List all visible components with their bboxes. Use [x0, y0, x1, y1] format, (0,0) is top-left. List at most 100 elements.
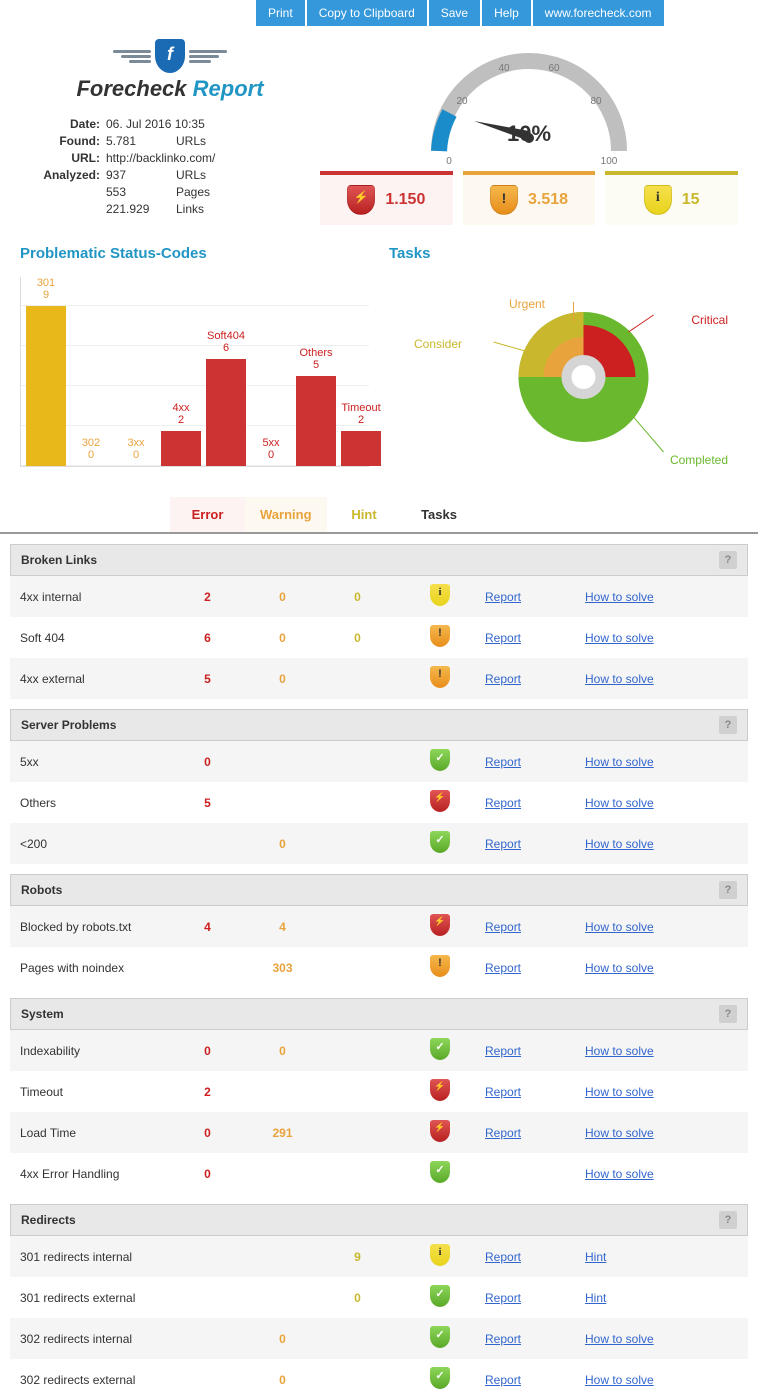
stat-warning: 3.518: [463, 171, 596, 225]
table-row: 302 redirects external0ReportHow to solv…: [10, 1359, 748, 1400]
donut-label-urgent: Urgent: [509, 297, 545, 311]
print-button[interactable]: Print: [256, 0, 305, 26]
stat-error: 1.150: [320, 171, 453, 225]
error-count: 2: [170, 1085, 245, 1099]
tab-warning[interactable]: Warning: [245, 497, 327, 532]
howto-link[interactable]: How to solve: [585, 672, 654, 686]
howto-link[interactable]: How to solve: [585, 1373, 654, 1387]
error-shield-icon: [347, 185, 375, 215]
hint-count: 0: [320, 1291, 395, 1305]
howto-link[interactable]: Hint: [585, 1291, 606, 1305]
table-row: 301 redirects internal9ReportHint: [10, 1236, 748, 1277]
report-link[interactable]: Report: [485, 1332, 521, 1346]
section-header: Robots?: [10, 874, 748, 906]
report-link[interactable]: Report: [485, 1085, 521, 1099]
report-link[interactable]: Report: [485, 920, 521, 934]
row-label: Soft 404: [20, 631, 170, 645]
section-header: Server Problems?: [10, 709, 748, 741]
logo: Forecheck Report: [20, 36, 320, 102]
howto-link[interactable]: How to solve: [585, 920, 654, 934]
report-link[interactable]: Report: [485, 1373, 521, 1387]
howto-link[interactable]: How to solve: [585, 631, 654, 645]
error-count: 0: [170, 1126, 245, 1140]
row-label: Blocked by robots.txt: [20, 920, 170, 934]
report-link[interactable]: Report: [485, 1291, 521, 1305]
hint-count: 0: [320, 631, 395, 645]
row-label: Pages with noindex: [20, 961, 170, 975]
status-shield-icon: [430, 749, 450, 771]
table-row: Timeout2 Report How to solve: [10, 1071, 748, 1112]
report-link[interactable]: Report: [485, 961, 521, 975]
report-link[interactable]: Report: [485, 672, 521, 686]
section-title: Redirects: [21, 1213, 76, 1227]
howto-link[interactable]: How to solve: [585, 1332, 654, 1346]
status-bar-label: 3xx0: [111, 437, 161, 461]
section-header: Redirects?: [10, 1204, 748, 1236]
warning-count: 0: [245, 590, 320, 604]
error-count: 4: [170, 920, 245, 934]
svg-text:40: 40: [498, 63, 510, 74]
table-row: Indexability00ReportHow to solve: [10, 1030, 748, 1071]
help-icon[interactable]: ?: [719, 551, 737, 569]
howto-link[interactable]: How to solve: [585, 961, 654, 975]
warning-count: 4: [245, 920, 320, 934]
warning-shield-icon: [490, 185, 518, 215]
howto-link[interactable]: Hint: [585, 1250, 606, 1264]
howto-link[interactable]: How to solve: [585, 1167, 654, 1181]
howto-link[interactable]: How to solve: [585, 755, 654, 769]
howto-link[interactable]: How to solve: [585, 590, 654, 604]
howto-link[interactable]: How to solve: [585, 837, 654, 851]
tab-error[interactable]: Error: [170, 497, 245, 532]
report-link[interactable]: Report: [485, 590, 521, 604]
row-label: Indexability: [20, 1044, 170, 1058]
report-link[interactable]: Report: [485, 755, 521, 769]
svg-text:100: 100: [601, 156, 618, 166]
status-bar-label: 5xx0: [246, 437, 296, 461]
save-button[interactable]: Save: [429, 0, 480, 26]
row-label: 4xx external: [20, 672, 170, 686]
tab-tasks[interactable]: Tasks: [402, 497, 477, 532]
table-row: 5xx0 Report How to solve: [10, 741, 748, 782]
warning-count: 0: [245, 631, 320, 645]
status-shield-icon: [430, 1285, 450, 1307]
table-row: 302 redirects internal 0 Report How to solv…: [10, 1318, 748, 1359]
error-count: 0: [170, 755, 245, 769]
report-link[interactable]: Report: [485, 1044, 521, 1058]
howto-link[interactable]: How to solve: [585, 1044, 654, 1058]
row-label: 4xx Error Handling: [20, 1167, 170, 1181]
status-shield-icon: [430, 955, 450, 977]
help-icon[interactable]: ?: [719, 881, 737, 899]
status-shield-icon: [430, 1161, 450, 1183]
help-button[interactable]: Help: [482, 0, 531, 26]
error-count: 6: [170, 631, 245, 645]
row-label: 302 redirects internal: [20, 1332, 170, 1346]
status-bar: [341, 431, 381, 466]
howto-link[interactable]: How to solve: [585, 1085, 654, 1099]
help-icon[interactable]: ?: [719, 1211, 737, 1229]
row-label: Timeout: [20, 1085, 170, 1099]
report-link[interactable]: Report: [485, 1126, 521, 1140]
warning-count: 0: [245, 837, 320, 851]
hint-count: 0: [320, 590, 395, 604]
tab-hint[interactable]: Hint: [327, 497, 402, 532]
help-icon[interactable]: ?: [719, 716, 737, 734]
report-link[interactable]: Report: [485, 837, 521, 851]
warning-count: 0: [245, 1332, 320, 1346]
help-icon[interactable]: ?: [719, 1005, 737, 1023]
row-label: 5xx: [20, 755, 170, 769]
table-row: Pages with noindex303ReportHow to solve: [10, 947, 748, 988]
error-count: 2: [170, 590, 245, 604]
report-link[interactable]: Report: [485, 631, 521, 645]
howto-link[interactable]: How to solve: [585, 1126, 654, 1140]
report-link[interactable]: Report: [485, 796, 521, 810]
table-row: Blocked by robots.txt44ReportHow to solv…: [10, 906, 748, 947]
report-link[interactable]: Report: [485, 1250, 521, 1264]
svg-text:20: 20: [456, 96, 468, 107]
site-link-button[interactable]: www.forecheck.com: [533, 0, 664, 26]
section-title: Broken Links: [21, 553, 97, 567]
hint-count: 9: [320, 1250, 395, 1264]
copy-button[interactable]: Copy to Clipboard: [307, 0, 427, 26]
status-bar-label: 3019: [21, 277, 71, 301]
howto-link[interactable]: How to solve: [585, 796, 654, 810]
donut-label-critical: Critical: [691, 313, 728, 327]
